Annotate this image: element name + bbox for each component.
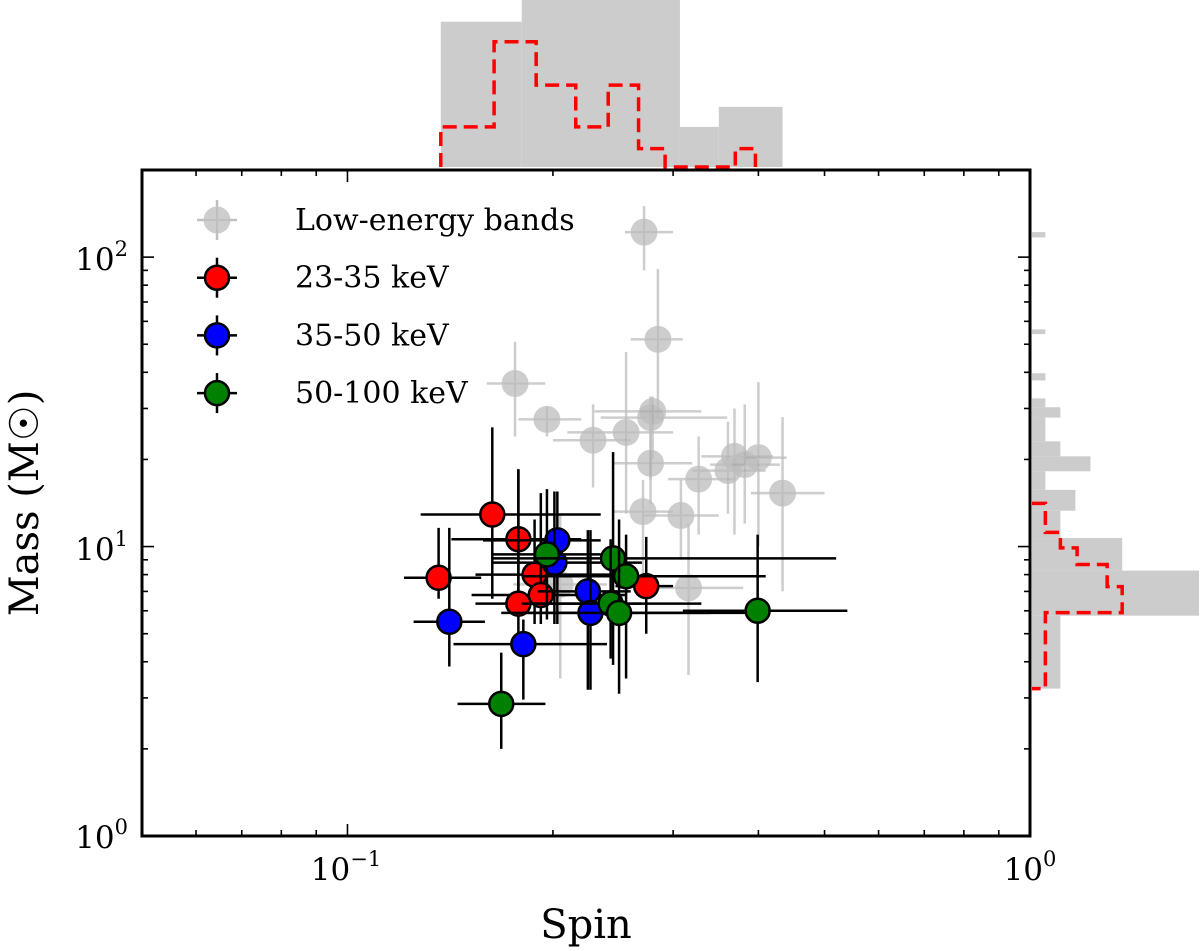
data-point xyxy=(413,527,485,667)
data-point xyxy=(457,652,546,749)
data-point xyxy=(735,382,787,547)
legend-marker-circle xyxy=(203,379,231,407)
right-hist-gray-bar xyxy=(1032,232,1046,238)
data-point xyxy=(518,405,582,437)
plot-frame xyxy=(140,168,1032,838)
series-23-35-kev xyxy=(403,427,674,639)
series-35-50-kev xyxy=(413,491,711,700)
data-point xyxy=(668,436,736,535)
y-tick-label: 101 xyxy=(75,527,128,568)
data-point xyxy=(567,352,674,514)
data-point xyxy=(420,427,601,599)
right-hist-gray-bar xyxy=(1032,441,1061,457)
data-point xyxy=(486,341,546,437)
right-hist-gray-bar xyxy=(1032,471,1046,490)
x-tick-label: 100 xyxy=(1004,847,1057,888)
right-hist-gray-bar xyxy=(1032,456,1091,472)
series-low-energy-bands xyxy=(486,206,825,679)
data-point xyxy=(613,412,693,505)
data-point xyxy=(750,417,825,592)
point-marker xyxy=(605,599,633,627)
right-hist-red-step xyxy=(1032,501,1124,691)
series-50-100-kev xyxy=(457,452,848,749)
right-hist-gray-bar xyxy=(1032,407,1061,418)
right-hist-gray-bar xyxy=(1032,570,1199,616)
legend-marker-circle xyxy=(203,264,231,291)
legend-marker xyxy=(197,257,237,298)
x-axis-label: Spin xyxy=(540,902,632,948)
top-hist-gray-bar xyxy=(679,126,719,167)
right-hist-gray-bar xyxy=(1032,489,1076,511)
y-axis-label: Mass (M☉) xyxy=(2,390,48,617)
data-point xyxy=(641,523,744,675)
top-hist-red-step xyxy=(439,40,758,169)
y-tick-label: 102 xyxy=(75,237,128,278)
point-marker xyxy=(574,578,602,605)
data-point xyxy=(641,479,719,560)
data-point xyxy=(453,619,607,700)
data-point xyxy=(624,206,674,271)
legend-label: 23-35 keV xyxy=(295,261,450,296)
point-marker xyxy=(487,690,515,718)
scatter-points xyxy=(403,206,848,749)
data-point xyxy=(403,527,482,599)
data-point xyxy=(630,268,683,418)
top-hist-gray-bar xyxy=(440,21,522,168)
legend-label: 35-50 keV xyxy=(295,318,450,353)
data-point xyxy=(492,452,837,665)
point-marker xyxy=(744,597,771,625)
point-marker xyxy=(479,501,506,528)
point-marker xyxy=(533,541,561,568)
point-marker xyxy=(436,608,463,635)
data-point xyxy=(682,534,848,683)
x-tick-label: 10−1 xyxy=(311,847,381,888)
point-marker xyxy=(612,562,640,590)
data-point xyxy=(501,519,751,694)
point-marker xyxy=(510,630,537,658)
right-hist-gray-bar xyxy=(1032,398,1046,408)
legend-marker-circle xyxy=(203,322,231,349)
right-hist-gray-bar xyxy=(1032,329,1046,335)
legend-marker xyxy=(197,200,237,240)
legend-label: Low-energy bands xyxy=(295,203,575,238)
legend-label: 50-100 keV xyxy=(295,376,469,411)
data-point xyxy=(492,489,601,620)
data-point xyxy=(594,396,702,460)
top-spin-histogram xyxy=(439,0,783,169)
data-point xyxy=(613,479,674,592)
point-marker xyxy=(425,564,452,592)
legend-item: 50-100 keV xyxy=(197,373,469,414)
legend-marker xyxy=(197,373,237,414)
legend-item: 35-50 keV xyxy=(197,315,450,356)
top-hist-gray-bar xyxy=(718,106,783,167)
right-hist-gray-bar xyxy=(1032,373,1046,381)
axis-ticks xyxy=(141,169,1031,837)
right-mass-histogram xyxy=(1032,232,1199,691)
right-hist-gray-bar xyxy=(1032,417,1046,442)
legend-item: Low-energy bands xyxy=(197,200,575,240)
legend: Low-energy bands 23-35 keV 35-50 keV 50-100… xyxy=(197,200,575,414)
legend-item: 23-35 keV xyxy=(197,257,450,298)
legend-marker xyxy=(197,315,237,356)
y-tick-label: 100 xyxy=(75,815,128,856)
